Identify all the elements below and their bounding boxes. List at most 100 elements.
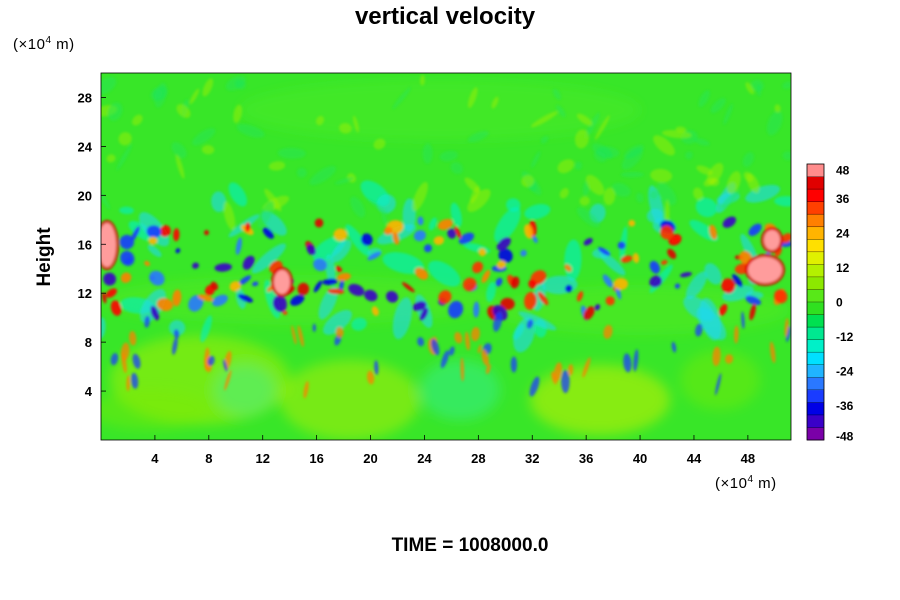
colorbar-swatch	[807, 189, 824, 203]
colorbar-swatch	[807, 239, 824, 253]
heatmap-cell	[103, 272, 117, 286]
heatmap-cell	[172, 289, 182, 307]
heatmap-cell	[438, 290, 452, 304]
heatmap-cell	[486, 281, 496, 302]
heatmap-cell	[176, 104, 191, 118]
heatmap-cell	[481, 269, 491, 283]
x-axis-unit: (×104 m)	[715, 474, 777, 492]
colorbar-swatch	[807, 389, 824, 403]
colorbar-ticks: 48 36 24 12 0 -12 -24 -36 -48	[836, 164, 854, 444]
heatmap-cell	[579, 196, 590, 206]
colorbar-swatch	[807, 314, 824, 328]
heatmap-cell	[350, 196, 366, 218]
colorbar-tick-label: 48	[836, 164, 850, 178]
heatmap-cell	[146, 225, 162, 238]
heatmap-cell	[202, 78, 214, 97]
heatmap-cell	[656, 182, 677, 205]
heatmap-cell	[268, 161, 286, 171]
heatmap-cell	[784, 318, 789, 337]
heatmap-cell	[624, 144, 644, 159]
heatmap-cell	[110, 353, 119, 366]
heatmap-cell	[345, 224, 371, 257]
heatmap-cell	[583, 237, 593, 246]
colorbar-frame	[806, 163, 825, 441]
heatmap-cell	[245, 222, 251, 232]
heatmap-cell	[171, 142, 187, 159]
heatmap-cell	[440, 350, 450, 368]
heatmap-cell	[530, 111, 558, 128]
heatmap-cell	[414, 267, 429, 280]
heatmap-cell	[496, 260, 507, 269]
colorbar-swatch	[807, 289, 824, 303]
heatmap-cell	[229, 281, 241, 292]
heatmap-cell	[506, 198, 521, 212]
heatmap-cell	[721, 278, 736, 294]
heatmap-cell	[745, 295, 762, 306]
heatmap-cell	[531, 151, 541, 168]
heatmap-cell	[290, 294, 305, 306]
colorbar-swatch	[807, 264, 824, 278]
heatmap-cell	[495, 277, 503, 287]
heatmap-cell	[576, 291, 584, 302]
heatmap-cell	[144, 260, 150, 267]
heatmap-cell	[313, 280, 323, 293]
x-tick-label: 24	[417, 451, 432, 466]
heatmap-cell	[720, 190, 740, 210]
heatmap-cell	[149, 270, 165, 286]
heatmap-cell	[383, 226, 393, 235]
heatmap-cell	[297, 325, 304, 347]
heatmap-cell	[653, 135, 675, 156]
heatmap-cell	[236, 123, 265, 138]
heatmap-cell	[723, 103, 733, 125]
heatmap-cell	[521, 174, 534, 188]
heatmap-cell	[119, 234, 135, 250]
heatmap-cell	[159, 225, 171, 237]
heatmap-cell	[228, 182, 248, 207]
heatmap-cell	[420, 360, 500, 420]
heatmap-cell	[309, 166, 336, 186]
heatmap-cell	[312, 323, 317, 332]
y-axis-label: Height	[34, 227, 55, 287]
heatmap-cell	[467, 189, 491, 212]
colorbar-tick-label: 0	[836, 296, 843, 310]
heatmap-cell	[251, 243, 286, 274]
heatmap-cell	[280, 360, 420, 440]
heatmap-cell	[118, 132, 132, 146]
heatmap-cell	[373, 138, 386, 150]
y-tick-label: 28	[78, 90, 92, 105]
heatmap-cell	[565, 284, 573, 293]
heatmap-cell	[510, 356, 518, 373]
y-tick-label: 20	[78, 188, 92, 203]
heatmap-cell	[583, 306, 595, 320]
heatmap-cell	[726, 171, 741, 194]
heatmap-cell	[603, 187, 616, 206]
heatmap-cell	[131, 226, 140, 241]
heatmap-cell	[120, 342, 130, 361]
heatmap-cell	[274, 270, 290, 294]
x-tick-label: 20	[363, 451, 377, 466]
colorbar-tick-label: -48	[836, 430, 854, 444]
heatmap-cell	[496, 237, 511, 251]
heatmap-cell	[272, 295, 287, 313]
heatmap-cell	[746, 173, 760, 193]
heatmap-cell	[207, 355, 215, 366]
heatmap-cell	[605, 296, 615, 306]
heatmap-cell	[781, 233, 791, 244]
heatmap-cell	[351, 317, 367, 331]
heatmap-cell	[423, 244, 432, 253]
heatmap-cell	[412, 181, 428, 212]
heatmap-cell	[782, 81, 791, 89]
heatmap-cell	[237, 294, 253, 303]
heatmap-cell	[458, 232, 475, 245]
heatmap-cell	[204, 347, 210, 371]
heatmap-cell	[322, 309, 353, 335]
heatmap-cell	[330, 239, 352, 263]
heatmap-cell	[197, 294, 214, 302]
heatmap-cell	[786, 326, 791, 342]
heatmap-cell	[460, 357, 465, 382]
heatmap-cell	[192, 262, 200, 269]
heatmap-cell	[419, 307, 429, 321]
heatmap-cell	[360, 233, 373, 246]
heatmap-cell	[173, 228, 180, 242]
heatmap-cell	[428, 217, 437, 231]
